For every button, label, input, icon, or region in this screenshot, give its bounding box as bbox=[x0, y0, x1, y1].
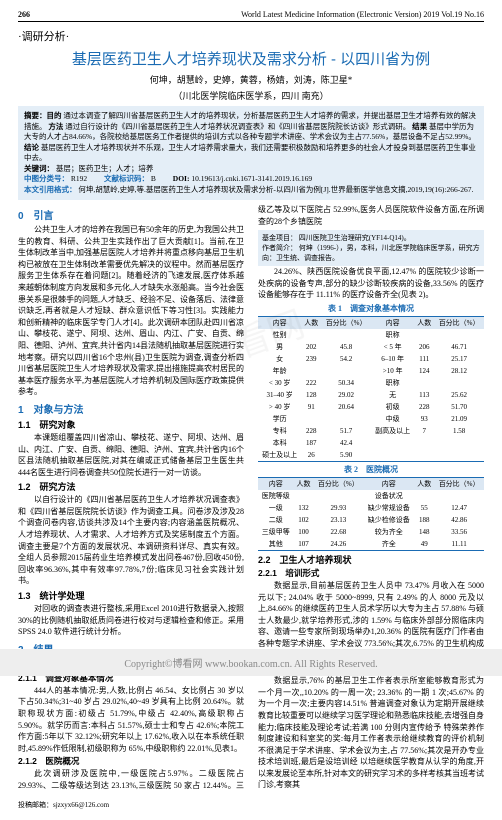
cite-label: 本文引用格式： bbox=[24, 185, 77, 194]
cite: 何坤,胡慧岭,史婷,等.基层医药卫生人才培养现状及需求分析-以四川省为例[J].… bbox=[78, 185, 473, 194]
abstract-methods-label: 方法 bbox=[48, 122, 63, 131]
h-methods: 1 对象与方法 bbox=[18, 401, 244, 416]
p-evaluation: 数据显示,76% 的基层卫生工作者表示所室能够教育形式为一个月一次,,10.20… bbox=[258, 675, 484, 791]
h-research-method: 1.2 研究方法 bbox=[18, 480, 244, 493]
fund-label: 基金项目： bbox=[262, 234, 297, 242]
page-number: 266 bbox=[18, 10, 30, 19]
h-subjects: 1.1 研究对象 bbox=[18, 418, 244, 431]
table1: 内容人数百分比（%）内容人数百分比（%）性别职称男20245.8< 5 年206… bbox=[258, 316, 484, 462]
p-stats: 对回收的调查表进行整核,采用Excel 2010进行数据录入,按照30%的比例随… bbox=[18, 603, 244, 638]
section-label: ·调研分析· bbox=[18, 28, 484, 44]
article-title: 基层医药卫生人才培养现状及需求分析 - 以四川省为例 bbox=[18, 48, 484, 69]
content-columns: 0 引言 公共卫生人才的培养在我国已有50余年的历史,为我国公共卫生的教育、科研… bbox=[18, 204, 484, 792]
footer-email: 投稿邮箱：sjzxyx66@126.com bbox=[18, 800, 484, 810]
abstract-box: 摘要：目的 通过本调查了解四川省基层医药卫生人才的培养现状，分析基层医药卫生人才… bbox=[18, 106, 484, 200]
abstract-methods: 通过自行设计的《四川省基层医药卫生人才培养状况调查表》和《四川省基层医院院长访谈… bbox=[65, 122, 410, 131]
doc-code: B bbox=[151, 174, 156, 183]
table2-title: 表 2 医院概况 bbox=[258, 464, 484, 475]
fund-box: 基金项目： 四川医院卫生治理研究(YF14-Q14)。 作者简介： 何坤（199… bbox=[258, 230, 484, 266]
copyright-footer: Copyright©博看网 www.bookan.com.cn. All Rig… bbox=[0, 649, 502, 676]
doi: 10.19613/j.cnki.1671-3141.2019.16.169 bbox=[191, 174, 312, 183]
p-research-method: 以自行设计的《四川省基层医药卫生人才培养状况调查表》和《四川省基层医院院长访谈》… bbox=[18, 494, 244, 587]
abstract-conclusion: 基层医药卫生人才培养现状并不乐观，卫生人才培养需求量大，我们还需要积极鼓励和培养… bbox=[24, 143, 476, 163]
keywords-label: 关键词： bbox=[24, 164, 54, 173]
page: 266 World Latest Medicine Information (E… bbox=[0, 0, 502, 820]
p-intro: 公共卫生人才的培养在我国已有50余年的历史,为我国公共卫生的教育、科研、公共卫生… bbox=[18, 224, 244, 398]
h-hospital: 2.1.2 医院概况 bbox=[18, 755, 244, 767]
class-label: 中图分类号： bbox=[24, 174, 69, 183]
h-training-form: 2.2.1 培训形式 bbox=[258, 567, 484, 579]
author-info-label: 作者简介： bbox=[262, 244, 297, 252]
h-intro: 0 引言 bbox=[18, 207, 244, 222]
authors: 何坤，胡慧岭，史婷，黄蓉，杨婧，刘涛，陈卫星* bbox=[18, 73, 484, 86]
h-training: 2.2 卫生人才培养现状 bbox=[258, 553, 484, 566]
class-code: R192 bbox=[71, 174, 87, 183]
keywords: 基层；医药卫生；人才；培养 bbox=[56, 164, 154, 173]
doc-label: 文献标识码： bbox=[104, 174, 149, 183]
journal-name: World Latest Medicine Information (Elect… bbox=[241, 10, 484, 19]
h-stats: 1.3 统计学处理 bbox=[18, 589, 244, 602]
affiliation: （川北医学院临床医学系，四川 南充） bbox=[18, 89, 484, 102]
p-subjects: 本课题组覆盖四川省凉山、攀枝花、遂宁、阿坝、达州、眉山、内江、广安、自贡、绵阳、… bbox=[18, 432, 244, 478]
p-hospital-cont: 24.26%、陕西医院设备优良平面,12.47% 的医院较少诊断一处疾病的设备专… bbox=[258, 266, 484, 301]
table2: 内容人数百分比（%）内容人数百分比（%）医院等级设备状况一级13229.93缺少… bbox=[258, 477, 484, 551]
fund-text: 四川医院卫生治理研究(YF14-Q14)。 bbox=[299, 234, 411, 242]
header: 266 World Latest Medicine Information (E… bbox=[18, 10, 484, 22]
abstract-purpose-label: 摘要：目的 bbox=[24, 111, 62, 120]
abstract-conclusion-label: 结论 bbox=[24, 143, 39, 152]
doi-label: DOI: bbox=[173, 174, 190, 183]
abstract-results-label: 结果 bbox=[412, 122, 427, 131]
p-basic: 444人的基本情况:男,人数,比例占 46.54、女比例占 30 岁以下占50.… bbox=[18, 685, 244, 755]
table1-title: 表 1 调查对象基本情况 bbox=[258, 303, 484, 314]
